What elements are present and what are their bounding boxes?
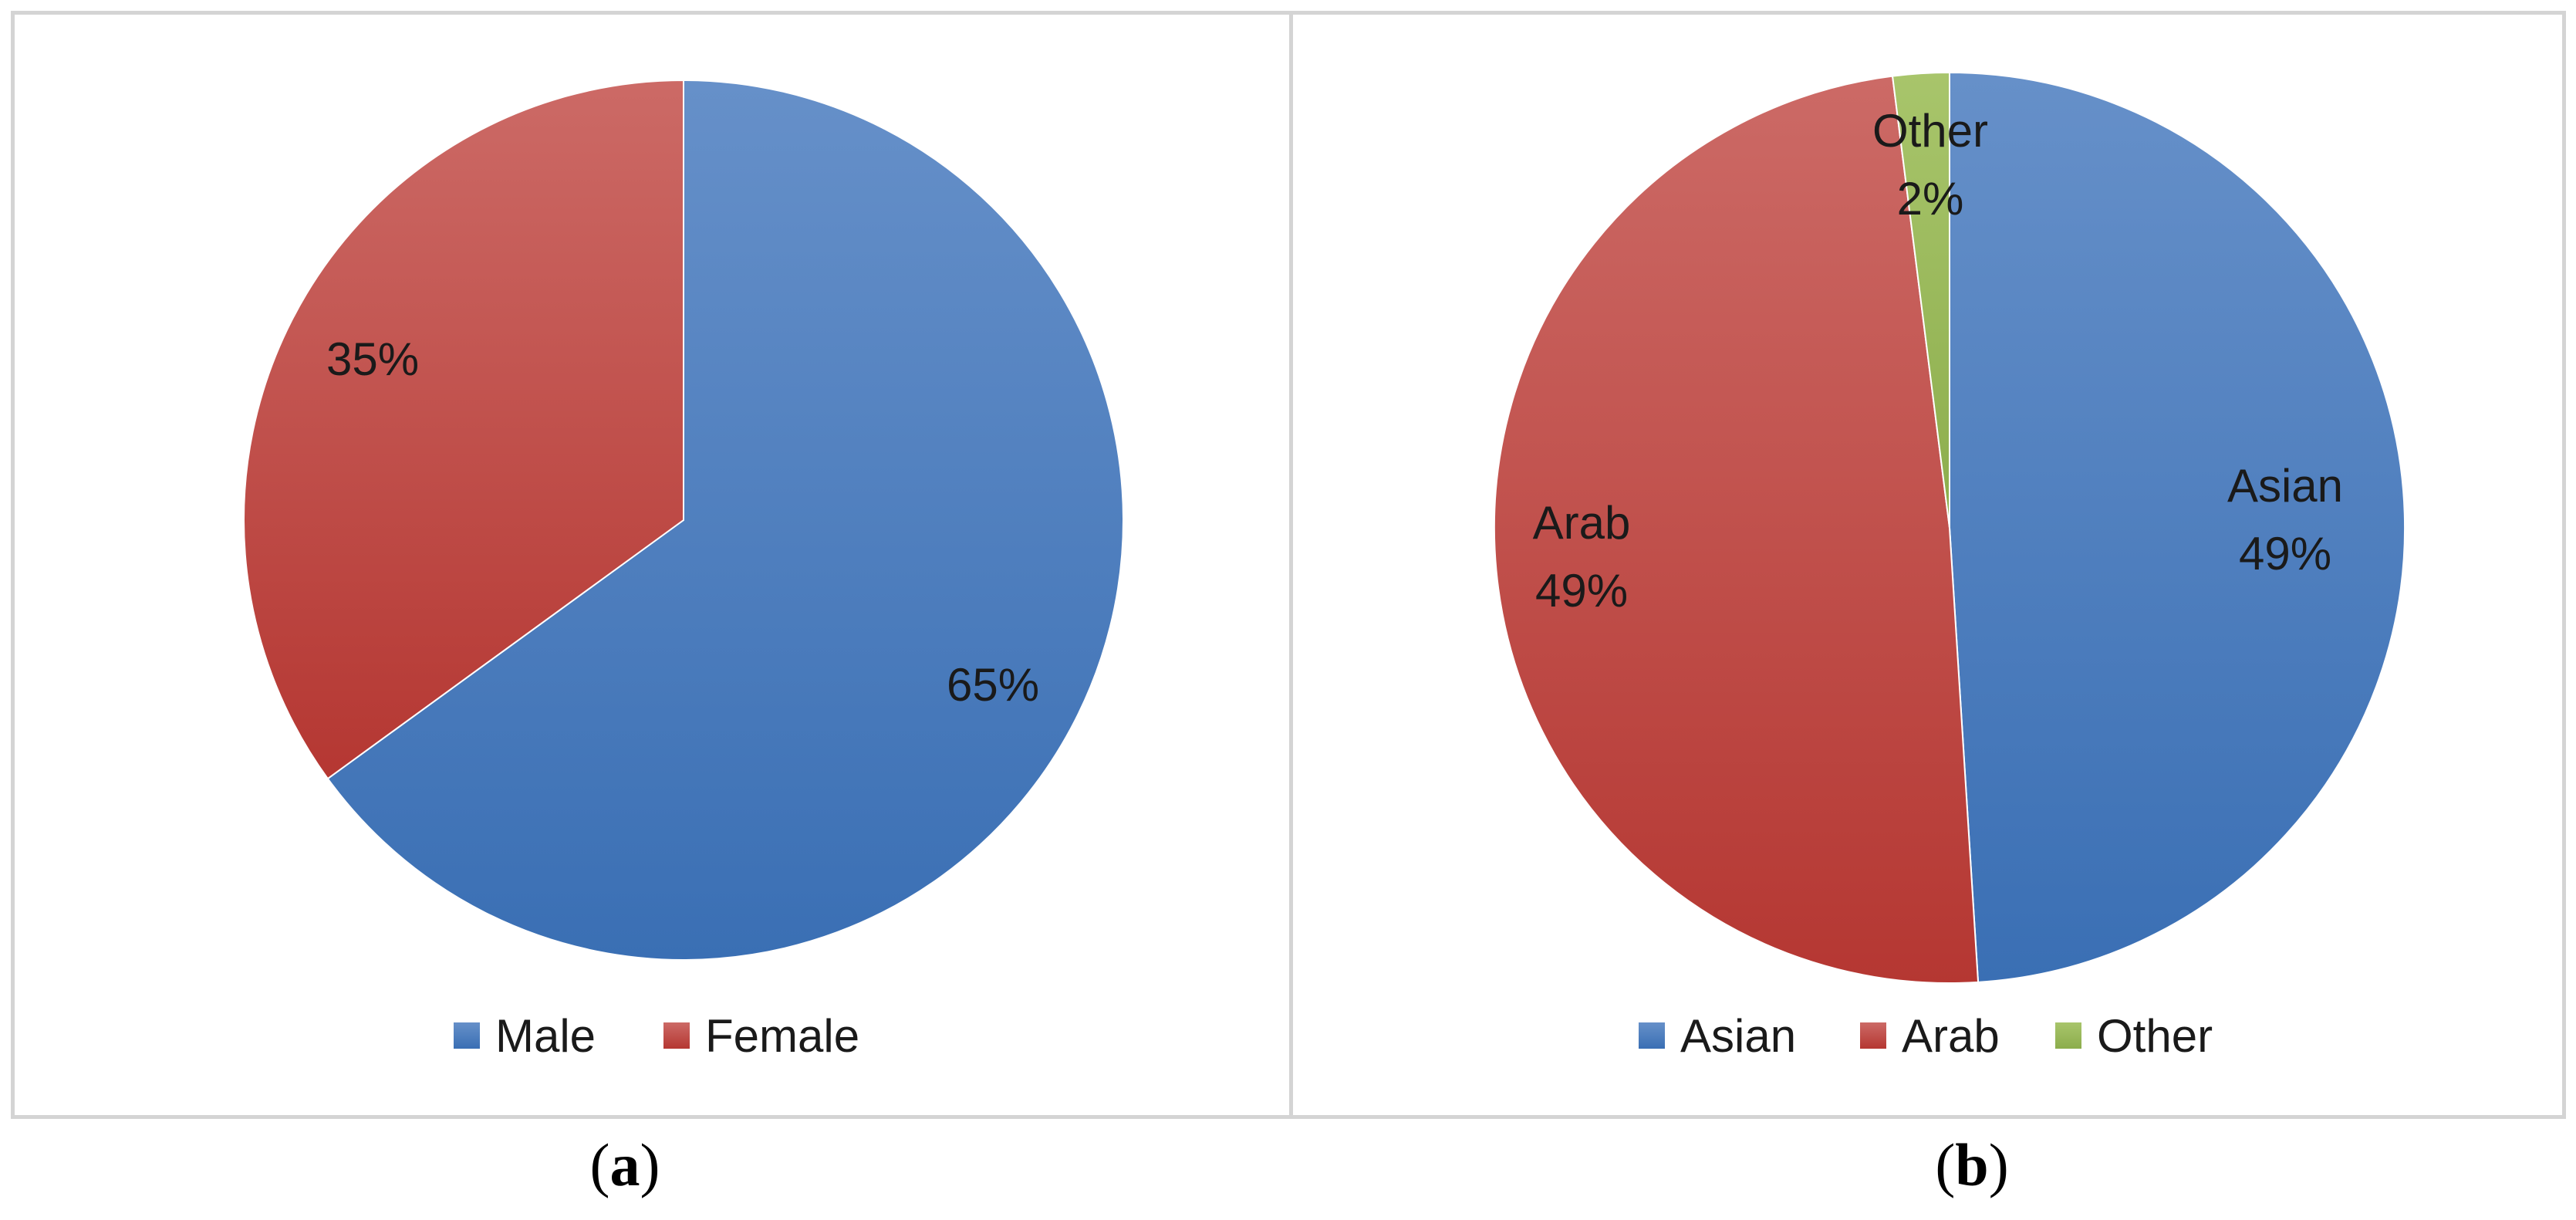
pie-slice-female: [243, 79, 684, 780]
slice-label-female: 35%: [326, 333, 419, 385]
pie-chart-gender: 65% 35% Male Female: [243, 79, 1124, 1062]
caption-b-letter: b: [1955, 1131, 1989, 1198]
legend-swatch-arab: [1860, 1022, 1886, 1049]
figure-frame: [11, 11, 2566, 1119]
legend-label-male: Male: [495, 1010, 596, 1062]
pie-chart-ethnicity: Asian 49% Arab 49% Other 2% Asian Arab Other: [1493, 71, 2406, 1062]
legend-label-arab: Arab: [1902, 1010, 2000, 1062]
slice-label-other: Other 2%: [1872, 105, 1988, 225]
caption-a-open: (: [589, 1131, 610, 1198]
legend-b: Asian Arab Other: [1639, 1010, 2213, 1062]
legend-label-female: Female: [705, 1010, 859, 1062]
caption-a: (a): [509, 1130, 741, 1200]
legend-swatch-other: [2055, 1022, 2081, 1049]
legend-swatch-female: [663, 1022, 690, 1049]
legend-label-asian: Asian: [1680, 1010, 1796, 1062]
caption-b-open: (: [1935, 1131, 1956, 1198]
slice-label-arab: Arab 49%: [1533, 497, 1631, 617]
caption-a-close: ): [640, 1131, 660, 1198]
caption-a-letter: a: [609, 1131, 640, 1198]
pie-slice-male: [326, 79, 1124, 961]
caption-b: (b): [1856, 1130, 2088, 1200]
legend-a: Male Female: [454, 1010, 859, 1062]
legend-swatch-asian: [1639, 1022, 1665, 1049]
pie-slice-asian: [1949, 71, 2406, 983]
legend-swatch-male: [454, 1022, 480, 1049]
pie-slice-other: [1891, 71, 1950, 529]
panel-divider: [1289, 11, 1293, 1119]
slice-label-asian: Asian 49%: [2227, 460, 2343, 580]
pie-slice-arab: [1493, 75, 1980, 985]
legend-label-other: Other: [2097, 1010, 2213, 1062]
caption-b-close: ): [1988, 1131, 2009, 1198]
slice-label-male: 65%: [947, 659, 1039, 711]
